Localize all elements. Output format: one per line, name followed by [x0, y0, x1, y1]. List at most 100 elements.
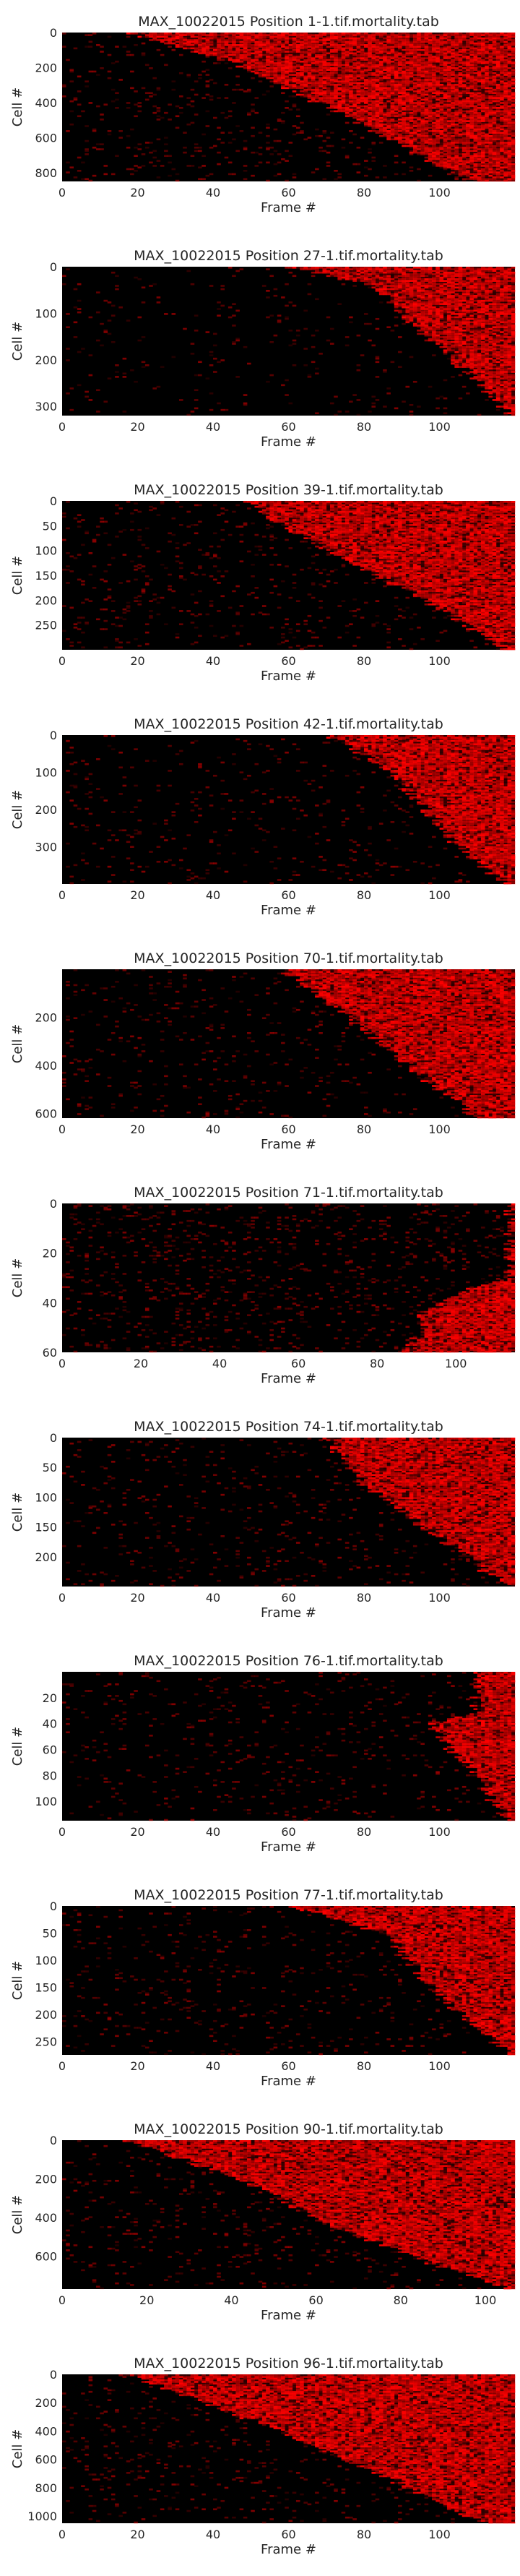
heatmap-cell	[440, 46, 444, 48]
heatmap-cell	[425, 82, 429, 85]
heatmap-cell	[266, 72, 270, 74]
heatmap-cell	[269, 48, 274, 50]
heatmap-cell	[349, 82, 353, 85]
heatmap-cell	[360, 40, 365, 43]
heatmap-cell	[469, 80, 474, 82]
heatmap-cell	[386, 43, 391, 45]
heatmap-cell	[405, 85, 410, 87]
heatmap-cell	[394, 49, 399, 51]
heatmap-cell	[318, 90, 323, 93]
heatmap-cell	[469, 82, 474, 85]
heatmap-cell	[511, 49, 516, 51]
heatmap-cell	[292, 59, 297, 61]
heatmap-cell	[281, 85, 285, 87]
heatmap-cell	[289, 49, 293, 51]
heatmap-cell	[225, 54, 229, 56]
heatmap-cell	[508, 33, 512, 35]
heatmap-cell	[443, 76, 448, 78]
heatmap-cell	[376, 76, 380, 78]
heatmap-cell	[330, 59, 334, 61]
heatmap-cell	[235, 48, 240, 50]
heatmap-cell	[342, 80, 346, 82]
heatmap-cell	[379, 57, 384, 59]
heatmap-cell	[92, 71, 97, 73]
heatmap-cell	[394, 61, 399, 63]
heatmap-cell	[417, 85, 421, 87]
heatmap-cell	[462, 34, 467, 36]
heatmap-cell	[318, 82, 323, 85]
heatmap-cell	[308, 46, 312, 48]
heatmap-cell	[262, 49, 266, 51]
heatmap-cell	[300, 64, 304, 66]
heatmap-cell	[425, 87, 429, 90]
heatmap-cell	[488, 87, 493, 90]
heatmap-cell	[74, 48, 78, 50]
heatmap-cell	[436, 74, 440, 76]
heatmap-cell	[254, 44, 259, 46]
heatmap-cell	[386, 56, 391, 58]
heatmap-cell	[432, 61, 436, 63]
heatmap-cell	[315, 80, 319, 82]
heatmap-cell	[394, 66, 399, 68]
heatmap-cell	[379, 54, 384, 56]
heatmap-cell	[145, 36, 150, 38]
heatmap-cell	[474, 36, 478, 38]
heatmap-cell	[394, 43, 399, 45]
heatmap-cell	[459, 79, 463, 81]
heatmap-cell	[247, 90, 251, 93]
heatmap-cell	[357, 44, 361, 46]
heatmap-cell	[436, 85, 440, 87]
heatmap-cell	[292, 64, 297, 66]
heatmap-cell	[209, 48, 214, 50]
heatmap-cell	[436, 71, 440, 73]
heatmap-cell	[277, 48, 282, 50]
heatmap-cell	[345, 92, 350, 94]
heatmap-cell	[352, 46, 357, 48]
heatmap-cell	[451, 72, 455, 74]
heatmap-cell	[394, 85, 399, 87]
heatmap-cell	[466, 82, 470, 85]
heatmap-cell	[289, 84, 293, 86]
heatmap-cell	[292, 76, 297, 78]
heatmap-cell	[191, 48, 195, 50]
heatmap-cell	[398, 80, 402, 82]
heatmap-cell	[323, 66, 327, 68]
heatmap-cell	[398, 90, 402, 93]
heatmap-cell	[303, 84, 308, 86]
heatmap-cell	[459, 84, 463, 86]
heatmap-cell	[254, 66, 259, 68]
heatmap-cell	[432, 84, 436, 86]
heatmap-cell	[485, 92, 489, 94]
heatmap-cell	[259, 72, 263, 74]
heatmap-cell	[371, 49, 376, 51]
heatmap-cell	[425, 46, 429, 48]
heatmap-cell	[386, 44, 391, 46]
heatmap-cell	[349, 84, 353, 86]
heatmap-cell	[413, 52, 417, 54]
heatmap-cell	[337, 49, 342, 51]
heatmap-cell	[511, 59, 516, 61]
heatmap-cell	[243, 61, 248, 63]
heatmap-cell	[326, 64, 331, 66]
heatmap-cell	[202, 44, 206, 46]
heatmap-cell	[500, 80, 504, 82]
heatmap-cell	[183, 44, 187, 46]
heatmap-cell	[466, 33, 470, 35]
heatmap-cell	[466, 49, 470, 51]
heatmap-cell	[292, 44, 297, 46]
heatmap-cell	[285, 84, 289, 86]
heatmap-cell	[371, 76, 376, 78]
heatmap-cell	[500, 59, 504, 61]
heatmap-cell	[436, 44, 440, 46]
heatmap-cell	[269, 46, 274, 48]
heatmap-cell	[296, 80, 300, 82]
heatmap-cell	[345, 77, 350, 80]
heatmap-cell	[243, 66, 248, 68]
heatmap-cell	[142, 36, 146, 38]
heatmap-cell	[308, 33, 312, 35]
heatmap-cell	[447, 40, 451, 43]
heatmap-cell	[296, 51, 300, 53]
heatmap-cell	[485, 77, 489, 80]
heatmap-cell	[420, 54, 425, 56]
heatmap-cell	[368, 61, 372, 63]
